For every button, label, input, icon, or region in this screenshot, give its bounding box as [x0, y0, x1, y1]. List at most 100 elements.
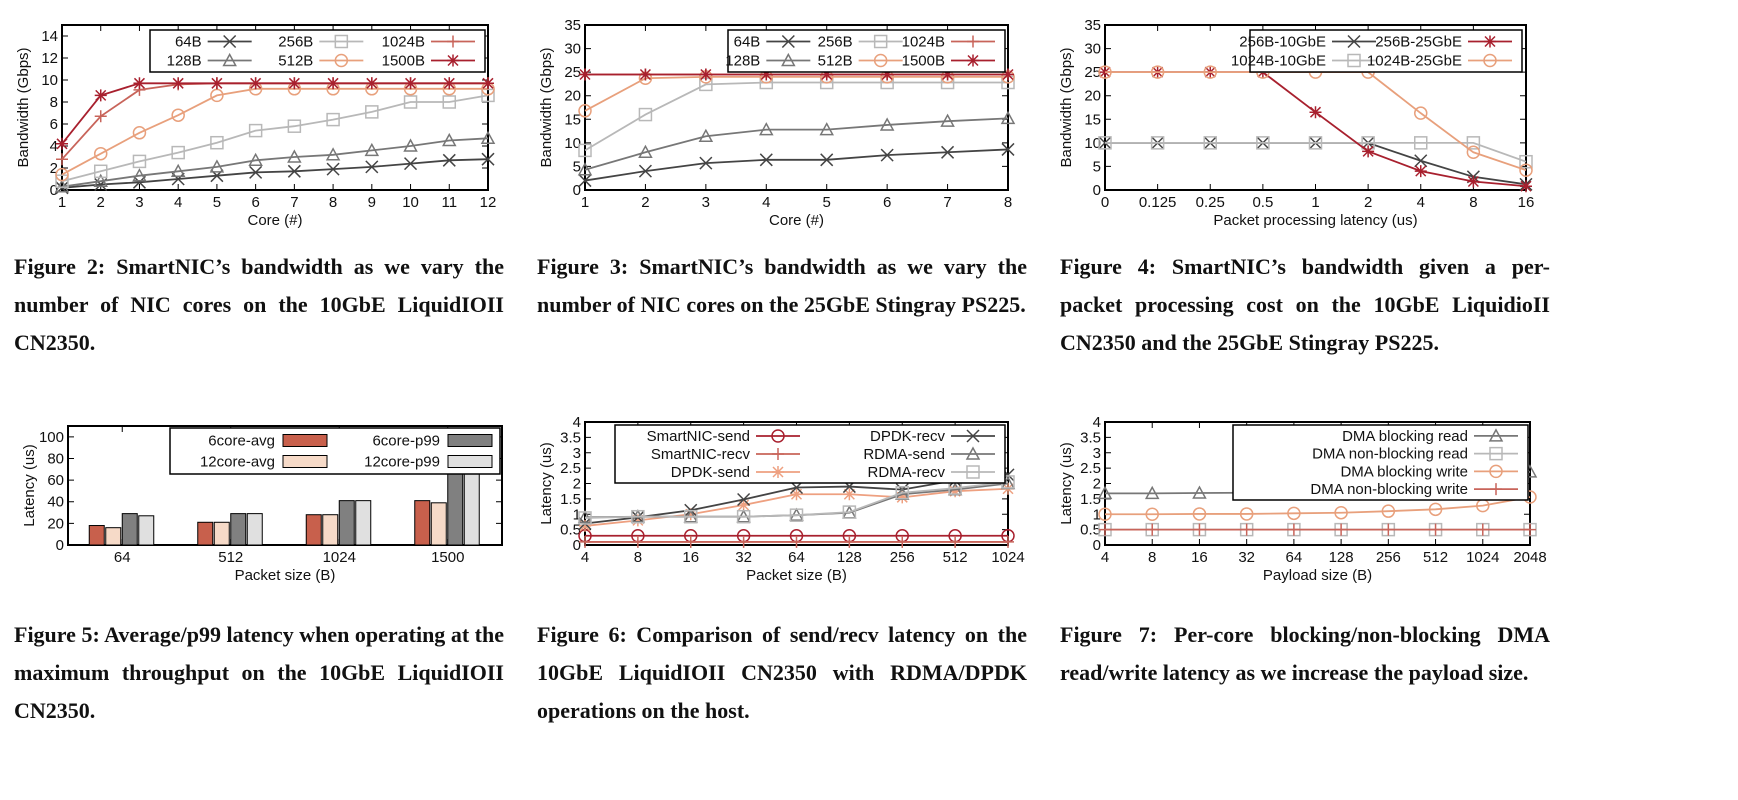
- circle-marker: [1203, 65, 1217, 79]
- x-tick-label: 1500: [431, 549, 464, 566]
- triangle-marker: [638, 144, 653, 159]
- legend-item: 256B: [278, 34, 364, 51]
- legend-item: 128B: [167, 53, 252, 70]
- chart-3: 0 5 10 15 20 25 30 35 1 2 3 4 5 6 7 8 Core (#) Bandwidth …: [538, 17, 1016, 229]
- x-tick-label: 4: [1101, 549, 1109, 566]
- x-tick-label: 8: [1148, 549, 1156, 566]
- figure-3-caption: Figure 3: SmartNIC’s bandwidth as we var…: [537, 254, 1027, 317]
- bar: [338, 500, 355, 546]
- plot-frame: [61, 24, 489, 191]
- square-marker: [1347, 53, 1361, 68]
- y-tick-label: 40: [47, 494, 64, 511]
- star-marker: [820, 68, 833, 81]
- y-tick-label: 1.5: [560, 491, 581, 508]
- legend-label: 64B: [175, 34, 202, 51]
- square-marker: [1203, 136, 1217, 150]
- y-tick-label: 4: [1093, 414, 1101, 431]
- legend-item: 64B: [734, 34, 811, 51]
- series-line: [584, 148, 1009, 182]
- x-marker: [1414, 154, 1428, 168]
- y-tick-label: 0: [573, 537, 581, 554]
- series-256b-25gbe: [1099, 66, 1532, 193]
- triangle-marker: [819, 122, 834, 136]
- x-tick-label: 512: [943, 549, 968, 566]
- circle-marker: [1489, 464, 1503, 479]
- bar: [213, 521, 230, 546]
- series-line: [61, 82, 488, 160]
- x-marker: [481, 152, 495, 166]
- legend-item: 6core-avg: [208, 433, 328, 450]
- circle-marker: [1483, 53, 1497, 68]
- series-line: [584, 81, 1008, 152]
- legend-label: 1024B-25GbE: [1367, 53, 1462, 70]
- x-tick-label: 256: [890, 549, 915, 566]
- x-marker: [404, 157, 418, 171]
- plus-marker: [1429, 523, 1442, 536]
- series-128b: [577, 110, 1016, 176]
- star-marker: [172, 77, 185, 90]
- star-marker: [1414, 165, 1427, 178]
- square-marker: [326, 112, 340, 127]
- triangle-marker: [248, 152, 263, 167]
- star-marker: [737, 499, 750, 512]
- legend-label: DMA non-blocking read: [1312, 446, 1468, 463]
- legend-label: 1500B: [902, 53, 945, 70]
- circle-marker: [171, 108, 185, 122]
- star-marker: [210, 77, 223, 90]
- series-64b: [578, 142, 1015, 188]
- legend-label: 256B-10GbE: [1239, 34, 1326, 51]
- x-tick-label: 2: [97, 194, 105, 211]
- legend-label: RDMA-send: [863, 446, 945, 463]
- y-tick-label: 0.5: [560, 522, 581, 539]
- series-dma-non-blocking-write: [1099, 523, 1536, 536]
- legend-swatch: [282, 455, 328, 468]
- y-axis-label: Bandwidth (Gbps): [538, 47, 555, 167]
- series-line: [1105, 71, 1527, 188]
- series-1024b-10gbe: [1098, 136, 1533, 169]
- star-marker: [881, 68, 894, 81]
- y-tick-label: 25: [1084, 64, 1101, 81]
- y-tick-label: 60: [47, 472, 64, 489]
- plus-marker: [1193, 523, 1206, 536]
- legend-item: 256B: [818, 34, 903, 51]
- star-marker: [1467, 175, 1480, 188]
- x-axis-label: Packet processing latency (us): [1213, 212, 1417, 229]
- y-tick-label: 0: [1093, 182, 1101, 199]
- x-marker: [966, 429, 980, 443]
- circle-marker: [1428, 502, 1443, 517]
- x-tick-label: 4: [581, 549, 589, 566]
- square-marker: [966, 465, 980, 479]
- star-marker: [941, 68, 954, 81]
- y-tick-label: 2: [573, 476, 581, 493]
- x-axis-label: Core (#): [769, 212, 824, 229]
- y-tick-label: 35: [564, 17, 581, 34]
- circle-marker: [55, 167, 69, 182]
- square-marker: [1098, 136, 1112, 150]
- plus-marker: [631, 535, 644, 548]
- square-marker: [132, 154, 147, 169]
- x-marker: [365, 160, 379, 174]
- y-tick-label: 0: [1093, 537, 1101, 554]
- star-marker: [843, 488, 856, 501]
- legend-label: 256B: [818, 34, 853, 51]
- legend-label: 1024B: [382, 34, 425, 51]
- x-tick-label: 8: [634, 549, 642, 566]
- legend-item: RDMA-send: [863, 446, 995, 463]
- x-tick-label: 1024: [323, 549, 356, 566]
- triangle-marker: [442, 132, 457, 147]
- triangle-marker: [170, 163, 186, 178]
- square-marker: [789, 508, 804, 522]
- legend-label: SmartNIC-recv: [651, 446, 751, 463]
- square-marker: [55, 174, 69, 188]
- series-256b: [55, 88, 495, 188]
- x-tick-label: 64: [788, 549, 805, 566]
- square-marker: [684, 509, 698, 524]
- star-marker: [288, 77, 301, 90]
- circle-marker: [1334, 505, 1348, 520]
- square-marker: [365, 105, 379, 119]
- legend-box: [727, 29, 1006, 73]
- circle-marker: [132, 126, 147, 140]
- y-axis-label: Latency (us): [1058, 442, 1075, 525]
- legend-label: DPDK-send: [671, 464, 750, 481]
- star-marker: [56, 137, 68, 150]
